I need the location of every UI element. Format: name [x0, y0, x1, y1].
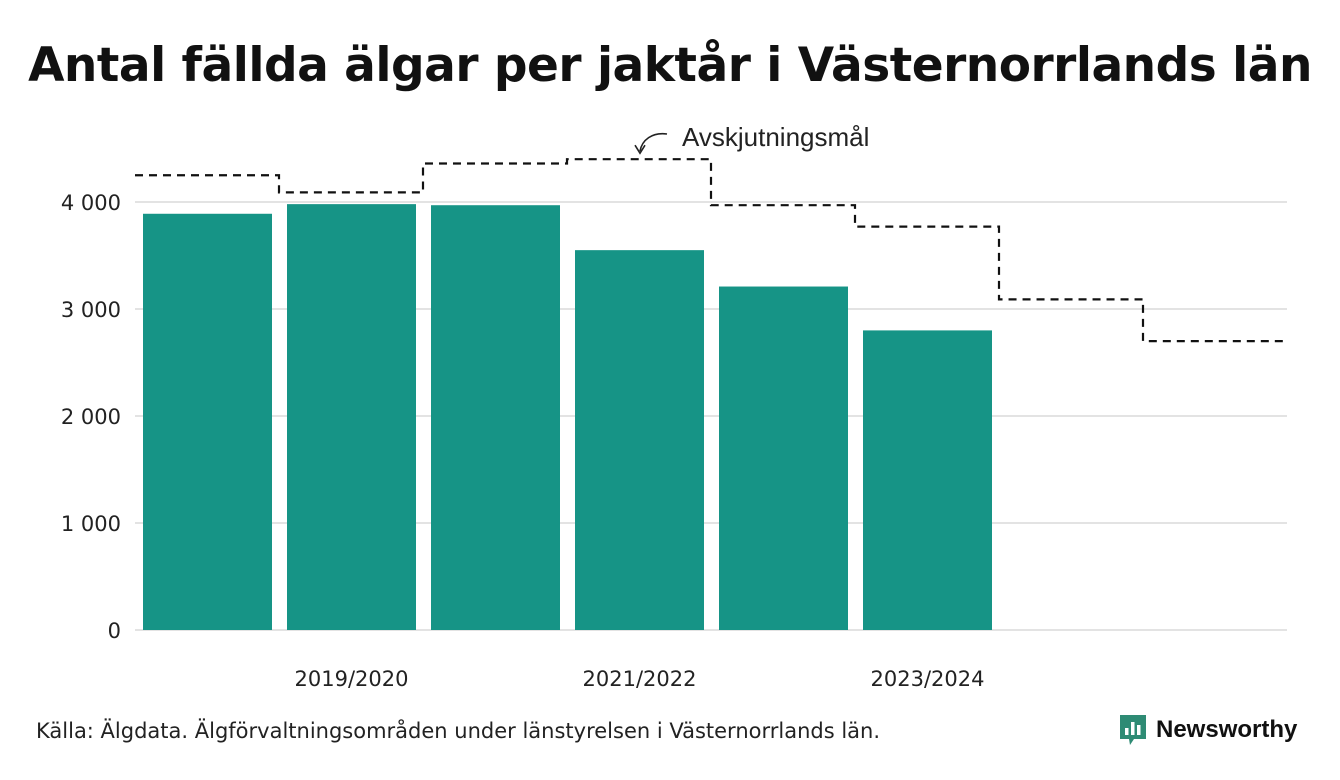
bars: [143, 204, 992, 630]
y-axis-ticks: 0 1 000 2 000 3 000 4 000: [61, 191, 121, 643]
y-tick-label: 2 000: [61, 405, 121, 429]
target-annotation-label: Avskjutningsmål: [682, 122, 869, 152]
y-tick-label: 4 000: [61, 191, 121, 215]
bar: [143, 213, 272, 630]
x-tick-label: 2021/2022: [583, 667, 697, 691]
x-tick-label: 2023/2024: [871, 667, 985, 691]
annotation-arrow: [639, 132, 668, 152]
brand-logo: Newsworthy: [1118, 713, 1297, 747]
bar: [431, 205, 560, 630]
target-line: [135, 158, 1287, 343]
target-annotation: Avskjutningsmål: [634, 122, 869, 155]
bar: [575, 250, 704, 630]
target-step-line: [135, 158, 1287, 343]
bar: [719, 286, 848, 630]
y-tick-label: 1 000: [61, 512, 121, 536]
y-tick-label: 3 000: [61, 298, 121, 322]
x-axis-ticks: 2019/2020 2021/2022 2023/2024: [295, 667, 985, 691]
bar: [863, 330, 992, 630]
chart-title: Antal fällda älgar per jaktår i Västerno…: [28, 38, 1312, 93]
annotation-arrowhead: [634, 144, 646, 155]
bar-chart-speech-bubble-icon: [1120, 715, 1146, 745]
bar: [287, 204, 416, 630]
y-tick-label: 0: [108, 619, 121, 643]
brand-name: Newsworthy: [1156, 716, 1298, 743]
x-tick-label: 2019/2020: [295, 667, 409, 691]
source-note: Källa: Älgdata. Älgförvaltningsområden u…: [36, 719, 881, 743]
